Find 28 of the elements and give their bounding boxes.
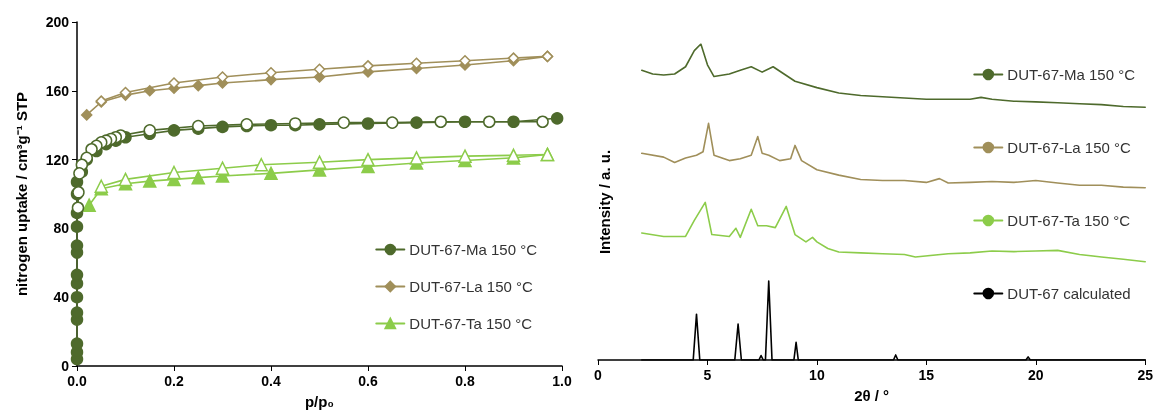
legend-label: DUT-67 calculated	[1007, 285, 1131, 302]
y-axis-title: Intensity / a. u.	[596, 149, 613, 255]
legend-label: DUT-67-Ta 150 °C	[1007, 212, 1131, 229]
y-tick-label: 120	[45, 151, 70, 168]
x-axis-title: 2θ / °	[854, 387, 890, 404]
legend-label: DUT-67-La 150 °C	[1007, 139, 1132, 156]
x-tick-label: 10	[809, 367, 825, 383]
y-tick-label: 200	[45, 14, 70, 30]
x-tick-label: 0.6	[358, 373, 378, 389]
x-tick-label: 15	[918, 367, 935, 383]
x-tick-label: 0.4	[261, 373, 281, 389]
x-tick-label: 0.0	[67, 373, 87, 389]
x-tick-label: 0.2	[164, 373, 184, 389]
x-tick-label: 0	[594, 367, 603, 383]
x-tick-label: 25	[1137, 367, 1154, 383]
y-tick-label: 80	[53, 220, 70, 237]
legend-label: DUT-67-Ma 150 °C	[1007, 66, 1136, 83]
x-tick-label: 20	[1027, 367, 1044, 383]
y-tick-label: 40	[53, 289, 70, 306]
legend-label: DUT-67-Ma 150 °C	[409, 241, 538, 258]
legend-label: DUT-67-La 150 °C	[409, 278, 534, 295]
x-tick-label: 0.8	[455, 373, 475, 389]
y-axis-title: nitrogen uptake / cm³g⁻¹ STP	[13, 91, 30, 297]
x-axis-title: p/p₀	[304, 393, 335, 410]
y-tick-label: 160	[45, 82, 70, 99]
legend-label: DUT-67-Ta 150 °C	[409, 315, 533, 332]
x-tick-label: 5	[703, 367, 712, 383]
x-tick-label: 1.0	[552, 373, 572, 389]
